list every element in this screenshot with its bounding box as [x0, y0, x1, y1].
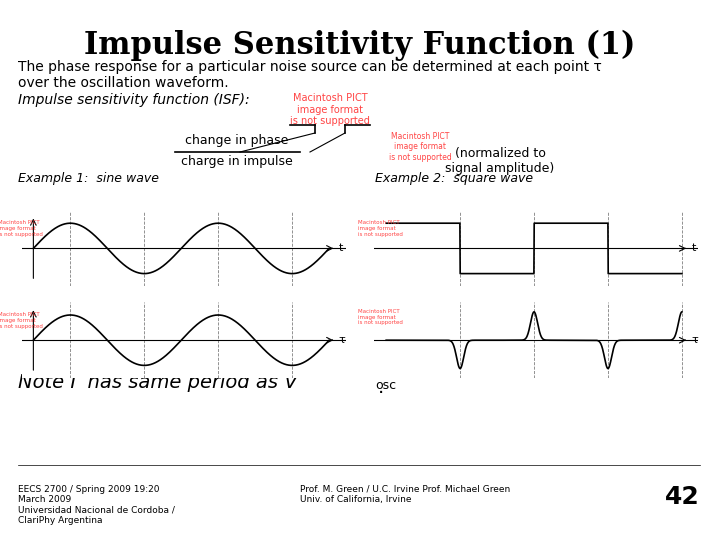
- Text: τ: τ: [691, 335, 698, 345]
- Text: 42: 42: [665, 485, 700, 509]
- Text: Macintosh PICT
image format
is not supported: Macintosh PICT image format is not suppo…: [0, 220, 43, 237]
- Text: Prof. M. Green / U.C. Irvine Prof. Michael Green
Univ. of California, Irvine: Prof. M. Green / U.C. Irvine Prof. Micha…: [300, 485, 510, 504]
- Text: t: t: [338, 244, 343, 253]
- Text: Note Γ has same period as V: Note Γ has same period as V: [18, 373, 297, 392]
- Text: charge in impulse: charge in impulse: [181, 155, 293, 168]
- Text: Impulse sensitivity function (ISF):: Impulse sensitivity function (ISF):: [18, 93, 250, 107]
- Text: Example 1:  sine wave: Example 1: sine wave: [18, 172, 159, 185]
- Text: .: .: [378, 378, 384, 397]
- Text: Macintosh PICT
image format
is not supported: Macintosh PICT image format is not suppo…: [358, 220, 402, 237]
- Text: Macintosh PICT
image format
is not supported: Macintosh PICT image format is not suppo…: [389, 132, 451, 162]
- Text: Macintosh PICT
image format
is not supported: Macintosh PICT image format is not suppo…: [290, 93, 370, 126]
- Text: t: t: [691, 244, 696, 253]
- Text: osc: osc: [375, 379, 396, 392]
- Text: Macintosh PICT
image format
is not supported: Macintosh PICT image format is not suppo…: [0, 312, 43, 329]
- Text: Impulse Sensitivity Function (1): Impulse Sensitivity Function (1): [84, 30, 636, 61]
- Text: The phase response for a particular noise source can be determined at each point: The phase response for a particular nois…: [18, 60, 602, 90]
- Text: τ: τ: [338, 335, 346, 345]
- Text: change in phase: change in phase: [185, 134, 289, 147]
- Text: Macintosh PICT
image format
is not supported: Macintosh PICT image format is not suppo…: [358, 309, 402, 326]
- Text: Example 2:  square wave: Example 2: square wave: [375, 172, 533, 185]
- Text: EECS 2700 / Spring 2009 19:20
March 2009
Universidad Nacional de Cordoba /
Clari: EECS 2700 / Spring 2009 19:20 March 2009…: [18, 485, 175, 525]
- Text: (normalized to
signal amplitude): (normalized to signal amplitude): [446, 147, 554, 175]
